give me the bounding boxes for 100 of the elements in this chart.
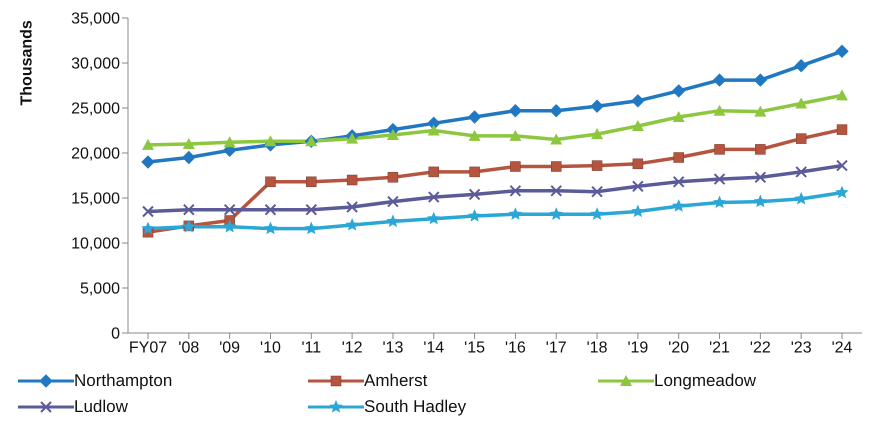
- y-tick-label: 30,000: [71, 56, 120, 73]
- point: [346, 201, 358, 213]
- x-tick-label: '15: [464, 339, 486, 356]
- point: [632, 120, 644, 131]
- x-tick-label: FY07: [128, 339, 168, 356]
- point: [224, 136, 236, 148]
- point: [754, 106, 766, 117]
- point: [672, 84, 686, 98]
- x-tick-label: '12: [342, 339, 363, 356]
- point: [468, 130, 481, 141]
- point: [508, 104, 522, 118]
- x-tick-label: '08: [178, 339, 200, 356]
- point: [713, 74, 726, 87]
- point: [794, 59, 808, 72]
- y-tick-label: 25,000: [71, 100, 120, 118]
- point: [591, 186, 604, 198]
- x-tick-label: '22: [750, 339, 771, 356]
- point: [836, 89, 848, 100]
- point: [182, 151, 196, 164]
- point: [346, 132, 358, 144]
- point: [550, 104, 563, 118]
- x-tick-label: '09: [219, 339, 240, 356]
- point: [714, 173, 726, 186]
- point: [386, 129, 399, 140]
- point: [754, 74, 767, 87]
- legend-label: Ludlow: [74, 397, 128, 417]
- point: [224, 204, 236, 216]
- x-tick-label: '13: [382, 339, 404, 356]
- point: [550, 161, 562, 172]
- y-tick-label: 0: [111, 326, 120, 343]
- point: [510, 161, 521, 172]
- point: [590, 100, 604, 113]
- point: [836, 160, 848, 172]
- y-axis-title: Thousands: [18, 20, 36, 106]
- point: [631, 204, 645, 218]
- point: [386, 196, 399, 208]
- point: [142, 156, 154, 168]
- point: [141, 222, 155, 234]
- point: [346, 174, 358, 186]
- point: [427, 212, 440, 224]
- point: [673, 152, 684, 163]
- x-tick-label: '23: [790, 339, 812, 356]
- x-tick-label: '18: [586, 339, 608, 356]
- point: [468, 209, 482, 222]
- x-tick-label: '14: [423, 339, 444, 356]
- point: [428, 191, 440, 204]
- point: [550, 184, 562, 197]
- point: [388, 172, 398, 183]
- point: [469, 166, 480, 178]
- point: [836, 124, 848, 135]
- point: [754, 194, 768, 208]
- point: [386, 214, 400, 228]
- point: [428, 166, 440, 178]
- y-tick-label: 20,000: [71, 146, 120, 163]
- point: [508, 207, 522, 220]
- point: [264, 204, 276, 216]
- point: [592, 160, 602, 171]
- x-tick-label: '11: [301, 339, 322, 356]
- point: [142, 138, 154, 150]
- x-tick-label: '20: [668, 339, 690, 356]
- point: [796, 133, 806, 144]
- point: [672, 176, 685, 188]
- point: [265, 176, 276, 188]
- y-tick-label: 10,000: [71, 236, 120, 253]
- legend-label: Longmeadow: [654, 371, 756, 391]
- point: [591, 128, 604, 140]
- point: [632, 158, 644, 170]
- point: [182, 138, 195, 149]
- x-tick-label: '16: [504, 339, 526, 356]
- point: [672, 199, 686, 212]
- point: [550, 134, 562, 144]
- point: [836, 44, 848, 58]
- legend-label: South Hadley: [364, 397, 466, 417]
- point: [142, 206, 154, 218]
- point: [264, 135, 276, 146]
- point: [222, 220, 236, 232]
- point: [468, 188, 481, 200]
- point: [182, 204, 195, 216]
- point: [795, 166, 808, 178]
- point: [550, 207, 563, 220]
- y-tick-label: 15,000: [71, 190, 120, 208]
- point: [264, 222, 278, 234]
- y-tick-label: 35,000: [71, 10, 120, 28]
- point: [632, 180, 644, 192]
- point: [304, 222, 318, 234]
- point: [714, 144, 725, 155]
- point: [755, 144, 766, 155]
- x-tick-label: '21: [709, 339, 730, 356]
- point: [509, 184, 522, 197]
- point: [672, 111, 685, 122]
- point: [305, 204, 318, 216]
- point: [468, 110, 482, 124]
- point: [712, 196, 726, 208]
- point: [631, 94, 644, 108]
- legend-label: Amherst: [364, 371, 428, 391]
- point: [835, 186, 849, 198]
- x-tick-label: '24: [832, 339, 853, 356]
- x-tick-label: '10: [260, 339, 281, 356]
- point: [345, 218, 359, 231]
- point: [509, 130, 522, 141]
